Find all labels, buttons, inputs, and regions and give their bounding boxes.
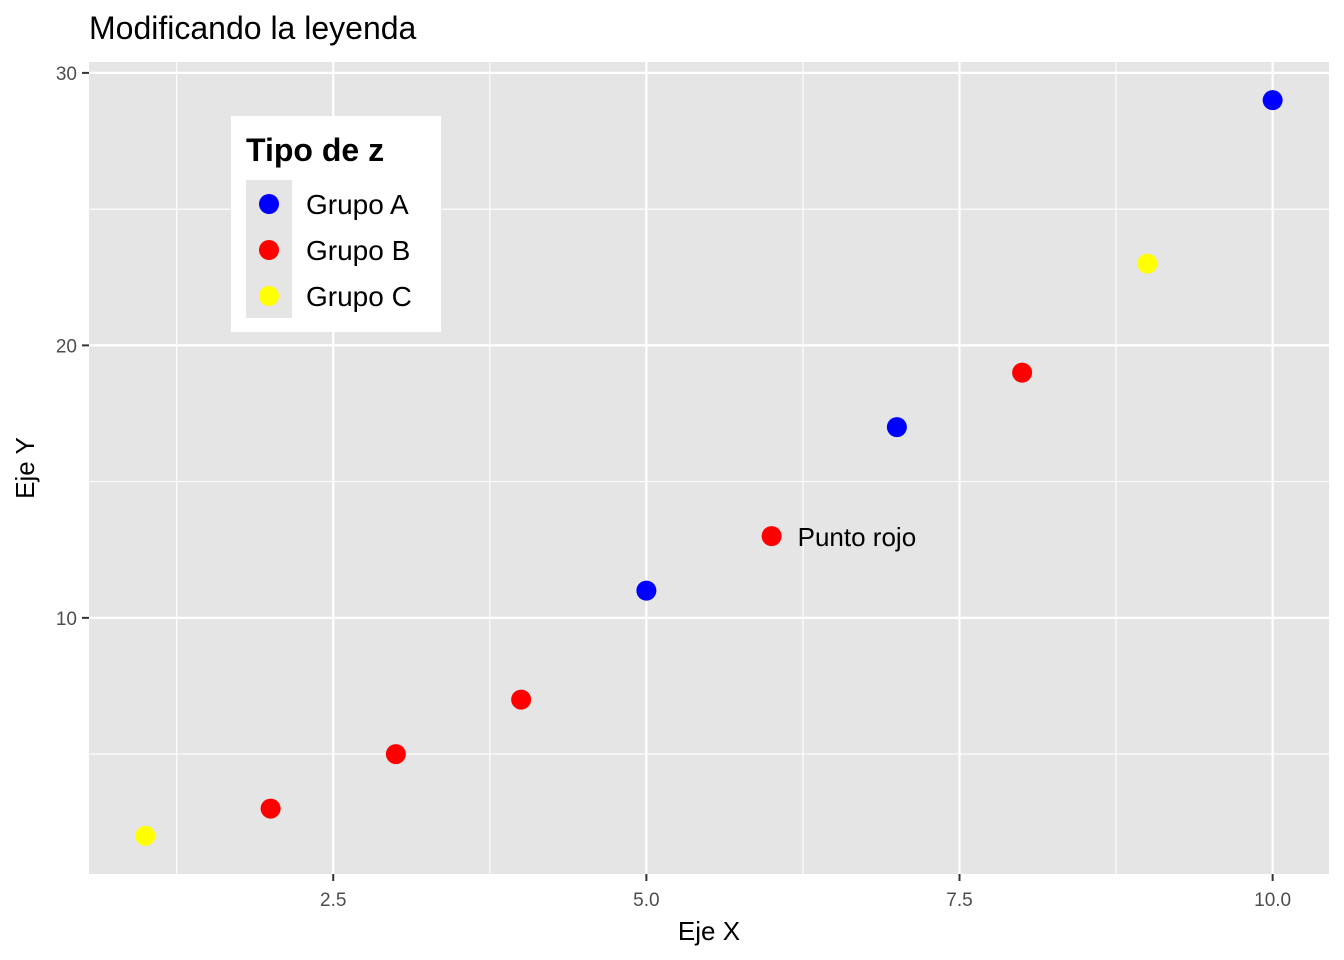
data-point — [636, 580, 657, 601]
data-point — [511, 689, 532, 710]
x-tick-label: 5.0 — [633, 890, 659, 911]
legend-key-swatch — [259, 286, 279, 306]
y-tick-label: 20 — [56, 336, 77, 357]
data-points — [135, 90, 1283, 846]
x-tick-label: 10.0 — [1254, 890, 1291, 911]
legend-key-swatch — [259, 194, 279, 214]
chart-title: Modificando la leyenda — [89, 10, 417, 46]
y-tick-label: 10 — [56, 609, 77, 630]
legend-entry-label: Grupo A — [306, 189, 409, 220]
data-point — [1137, 253, 1158, 274]
data-point — [260, 798, 281, 819]
data-point — [761, 526, 782, 547]
annotation-label: Punto rojo — [798, 522, 917, 552]
legend-entries: Grupo A Grupo B Grupo C — [259, 189, 412, 312]
legend-title: Tipo de z — [246, 132, 384, 168]
data-point — [1262, 90, 1283, 111]
data-point — [385, 744, 406, 765]
x-tick-label: 2.5 — [320, 890, 346, 911]
legend-key-swatch — [259, 240, 279, 260]
data-point — [886, 417, 907, 438]
annotations: Punto rojo — [798, 522, 917, 552]
y-axis-title: Eje Y — [10, 437, 40, 499]
y-tick-label: 30 — [56, 64, 77, 85]
data-point — [135, 825, 156, 846]
data-point — [1012, 362, 1033, 383]
x-axis-title: Eje X — [678, 916, 740, 946]
legend: Tipo de z Grupo A Grupo B Grupo C — [231, 116, 441, 332]
legend-entry-label: Grupo C — [306, 281, 412, 312]
x-tick-label: 7.5 — [946, 890, 972, 911]
legend-entry-label: Grupo B — [306, 235, 410, 266]
axis-ticks: 2.5 5.0 7.5 10.0 10 20 30 — [56, 64, 1291, 911]
